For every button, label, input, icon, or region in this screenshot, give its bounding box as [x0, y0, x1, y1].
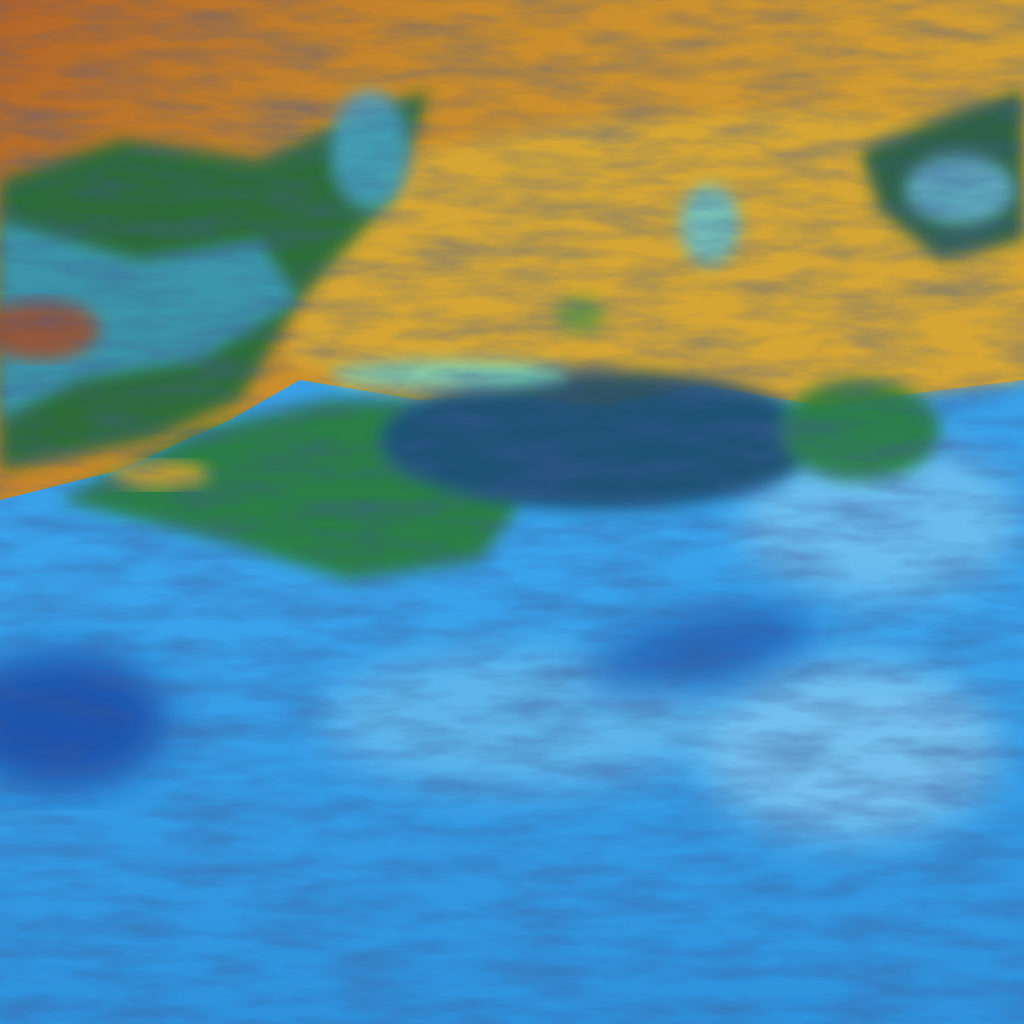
satellite-image [0, 0, 1024, 1024]
cloud-texture [0, 0, 1024, 1024]
